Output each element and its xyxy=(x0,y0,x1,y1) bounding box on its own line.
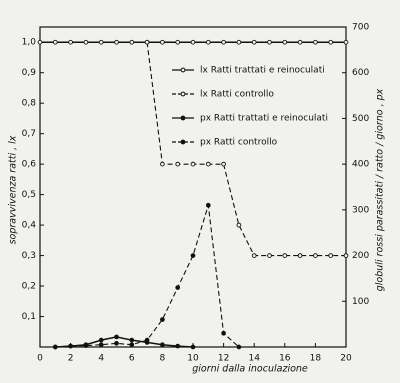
legend-label: px Ratti controllo xyxy=(200,138,278,148)
x-axis-label: giorni dalla inoculazione xyxy=(192,364,308,375)
data-point xyxy=(160,342,165,348)
legend-marker xyxy=(180,91,186,97)
data-point xyxy=(297,253,303,258)
x-tick-label: 4 xyxy=(98,354,104,364)
data-point xyxy=(83,39,89,45)
y-tick-label: 0,4 xyxy=(22,221,37,231)
data-point xyxy=(205,161,211,167)
series-line xyxy=(55,205,240,348)
legend-label: px Ratti trattati e reinoculati xyxy=(200,114,328,124)
data-point xyxy=(267,39,272,45)
y-tick-label: 0,2 xyxy=(22,282,36,292)
data-point xyxy=(190,161,196,167)
data-point xyxy=(328,253,334,258)
data-point xyxy=(68,39,73,45)
y-tick-label: 0,7 xyxy=(22,129,36,139)
data-point xyxy=(313,39,318,45)
data-point xyxy=(52,344,58,350)
y2-axis-label: globuli rossi parassitati / ratto / gior… xyxy=(375,88,386,291)
x-tick-label: 12 xyxy=(218,354,229,364)
data-point xyxy=(343,253,349,258)
x-tick-label: 16 xyxy=(279,354,291,364)
data-point xyxy=(52,39,58,45)
data-point xyxy=(236,39,242,45)
y-tick-label: 0,8 xyxy=(22,99,37,109)
x-tick-label: 8 xyxy=(160,354,166,364)
data-point xyxy=(205,39,211,45)
data-point xyxy=(205,202,211,208)
legend-label: lx Ratti trattati e reinoculati xyxy=(200,66,325,76)
series-line xyxy=(146,42,346,257)
data-point xyxy=(175,39,181,45)
y-tick-label: 0,5 xyxy=(22,190,36,200)
data-point xyxy=(114,340,119,346)
x-tick-label: 18 xyxy=(310,354,322,364)
data-point xyxy=(343,39,349,45)
y2-tick-label: 700 xyxy=(352,23,369,33)
y-tick-label: 1,0 xyxy=(22,38,37,48)
data-point xyxy=(175,161,181,167)
x-tick-label: 14 xyxy=(248,354,260,364)
data-point xyxy=(282,253,288,258)
y2-tick-label: 600 xyxy=(352,68,369,78)
data-point xyxy=(297,39,303,45)
y-tick-label: 0,1 xyxy=(22,312,36,322)
data-point xyxy=(251,253,257,258)
y2-tick-label: 100 xyxy=(352,297,369,307)
data-point xyxy=(328,39,334,45)
series-line xyxy=(55,336,194,348)
x-tick-label: 0 xyxy=(37,354,43,364)
y-tick-label: 0,3 xyxy=(22,251,36,261)
data-point xyxy=(129,39,135,45)
data-point xyxy=(98,39,104,45)
data-point xyxy=(190,344,196,350)
data-point xyxy=(190,253,196,258)
data-point xyxy=(236,222,242,228)
x-tick-label: 2 xyxy=(68,354,74,364)
data-point xyxy=(190,39,196,45)
data-point xyxy=(221,39,226,45)
x-tick-label: 10 xyxy=(187,354,199,364)
data-point xyxy=(160,39,165,45)
data-point xyxy=(37,39,43,45)
data-point xyxy=(83,343,89,348)
y2-tick-label: 400 xyxy=(352,160,369,170)
data-point xyxy=(160,161,165,167)
data-point xyxy=(282,39,288,45)
legend-marker xyxy=(180,67,186,73)
data-point xyxy=(129,342,135,348)
x-tick-label: 20 xyxy=(340,354,352,364)
data-point xyxy=(175,343,181,349)
data-point xyxy=(267,253,272,258)
data-point xyxy=(68,343,73,349)
y2-tick-label: 300 xyxy=(352,205,369,215)
y2-tick-label: 200 xyxy=(352,251,369,261)
y-tick-label: 0,9 xyxy=(22,68,37,78)
data-point xyxy=(114,334,119,340)
data-point xyxy=(98,342,104,348)
y-axis-label: sopravvivenza ratti , lx xyxy=(8,135,19,244)
data-point xyxy=(144,337,150,343)
legend-marker xyxy=(180,115,186,121)
data-point xyxy=(114,39,119,45)
data-point xyxy=(129,337,135,343)
data-point xyxy=(221,330,226,336)
data-point xyxy=(98,337,104,343)
legend-marker xyxy=(180,139,186,145)
data-point xyxy=(175,285,181,290)
y2-tick-label: 500 xyxy=(352,114,369,124)
x-tick-label: 6 xyxy=(129,354,135,364)
data-point xyxy=(251,39,257,45)
data-point xyxy=(144,39,150,45)
data-point xyxy=(221,161,226,167)
y-tick-label: 0,6 xyxy=(22,160,37,170)
legend-label: lx Ratti controllo xyxy=(200,90,274,100)
data-point xyxy=(313,253,318,258)
data-point xyxy=(160,317,165,322)
data-point xyxy=(236,344,242,350)
